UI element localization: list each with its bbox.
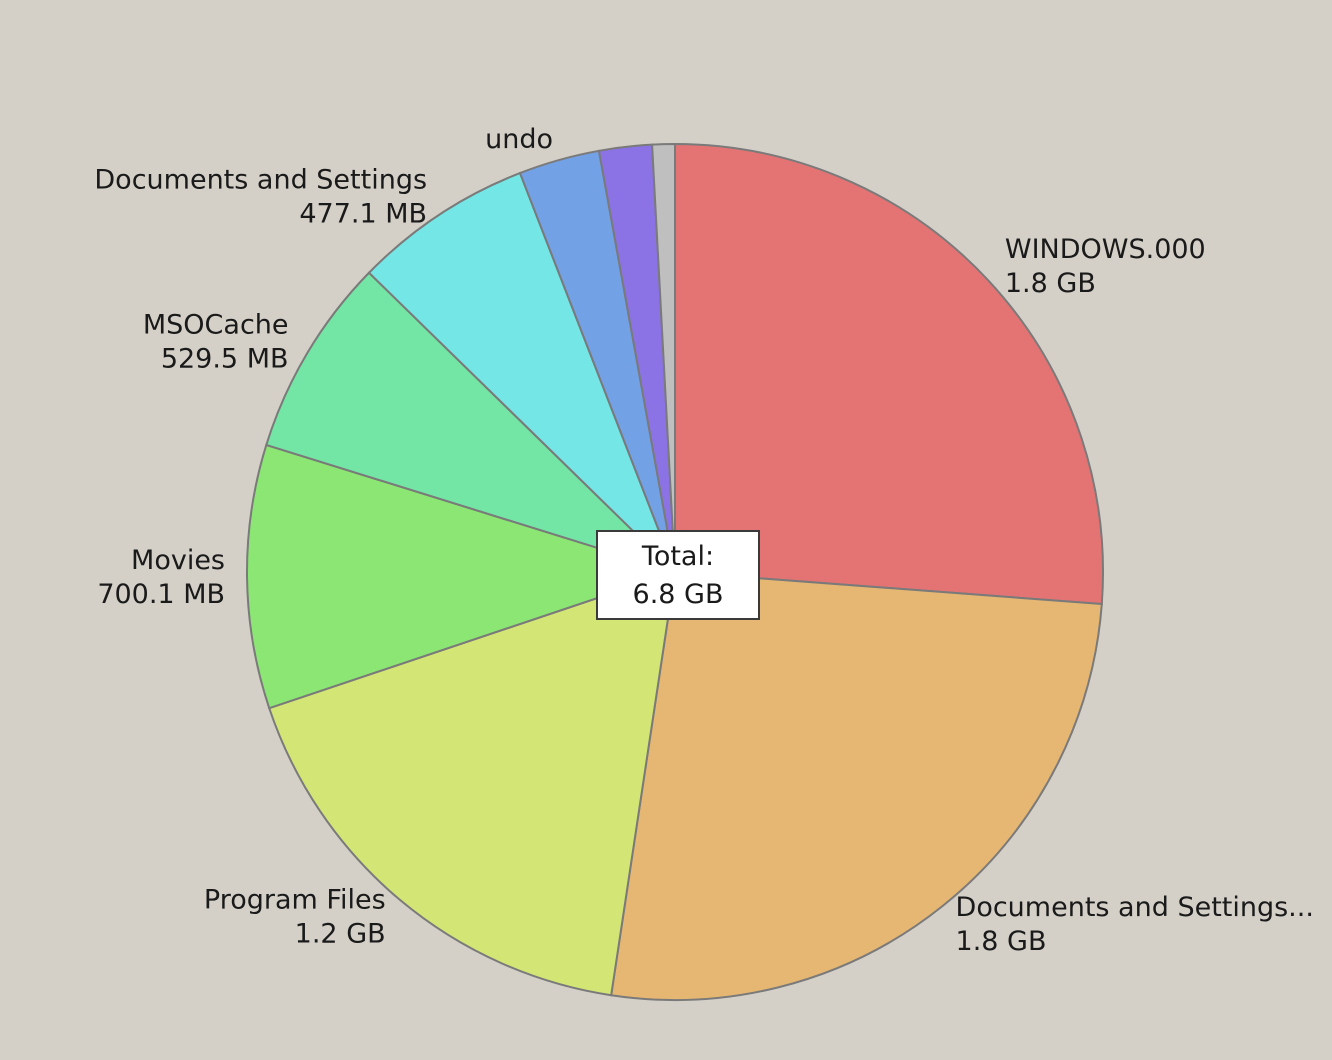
- slice-label-value: 529.5 MB: [161, 343, 289, 374]
- pie-slice-msocache[interactable]: [265, 271, 676, 573]
- slice-label: Program Files 1.2 GB: [204, 885, 386, 950]
- total-label-value: 6.8 GB: [632, 579, 724, 610]
- total-label-title: Total:: [641, 541, 715, 572]
- slice-label-name: undo: [485, 124, 553, 155]
- pie-slice-movies[interactable]: [246, 443, 679, 710]
- slice-label: undo: [485, 124, 553, 155]
- slice-label-name: Program Files: [204, 885, 386, 916]
- pie-slice-slice-8[interactable]: [651, 142, 676, 573]
- slice-label-value: 700.1 MB: [97, 579, 225, 610]
- slice-label-name: Documents and Settings...: [956, 892, 1314, 923]
- pie-slice-windows-000[interactable]: [674, 142, 1104, 606]
- slice-label-value: 1.8 GB: [1005, 268, 1096, 299]
- slice-label-value: 1.2 GB: [295, 919, 386, 950]
- slice-label: WINDOWS.000 1.8 GB: [1005, 234, 1206, 299]
- slice-label-name: Documents and Settings: [94, 164, 427, 195]
- slice-label: MSOCache 529.5 MB: [143, 309, 289, 374]
- pie-slice-program-files[interactable]: [267, 570, 677, 997]
- slice-label: Documents and Settings 477.1 MB: [94, 164, 427, 229]
- slice-label: Movies 700.1 MB: [97, 545, 225, 610]
- slice-label-value: 477.1 MB: [299, 198, 427, 229]
- slice-label: Documents and Settings... 1.8 GB: [956, 892, 1314, 957]
- slice-label-name: MSOCache: [143, 309, 289, 340]
- slice-label-name: WINDOWS.000: [1005, 234, 1206, 265]
- pie-slice-documents-and-settings[interactable]: [610, 570, 1103, 1001]
- slice-label-value: 1.8 GB: [956, 926, 1047, 957]
- total-label-box: Total: 6.8 GB: [596, 530, 760, 620]
- pie-slice-documents-and-settings[interactable]: [367, 171, 676, 573]
- slice-label-name: Movies: [131, 545, 225, 576]
